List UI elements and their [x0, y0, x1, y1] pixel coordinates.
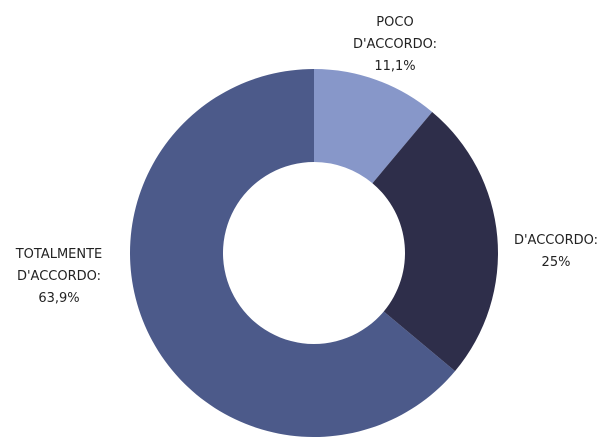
slice-label-poco-daccordo: POCO D'ACCORDO: 11,1%: [353, 15, 437, 74]
slice-label-totalmente-daccordo: TOTALMENTE D'ACCORDO: 63,9%: [15, 247, 103, 306]
slice-poco-daccordo: [314, 69, 433, 184]
slice-label-line: D'ACCORDO:: [353, 37, 437, 52]
slice-label-line: D'ACCORDO:: [514, 233, 598, 248]
slice-daccordo: [372, 111, 498, 372]
slice-totalmente-daccordo: [130, 69, 456, 437]
slice-label-line: 63,9%: [38, 291, 79, 306]
slice-label-line: POCO: [376, 15, 413, 30]
slice-label-line: 11,1%: [374, 59, 415, 74]
slice-label-daccordo: D'ACCORDO: 25%: [514, 233, 598, 270]
slice-label-line: TOTALMENTE: [15, 247, 103, 262]
slice-label-line: D'ACCORDO:: [17, 269, 101, 284]
slice-label-line: 25%: [542, 255, 571, 270]
